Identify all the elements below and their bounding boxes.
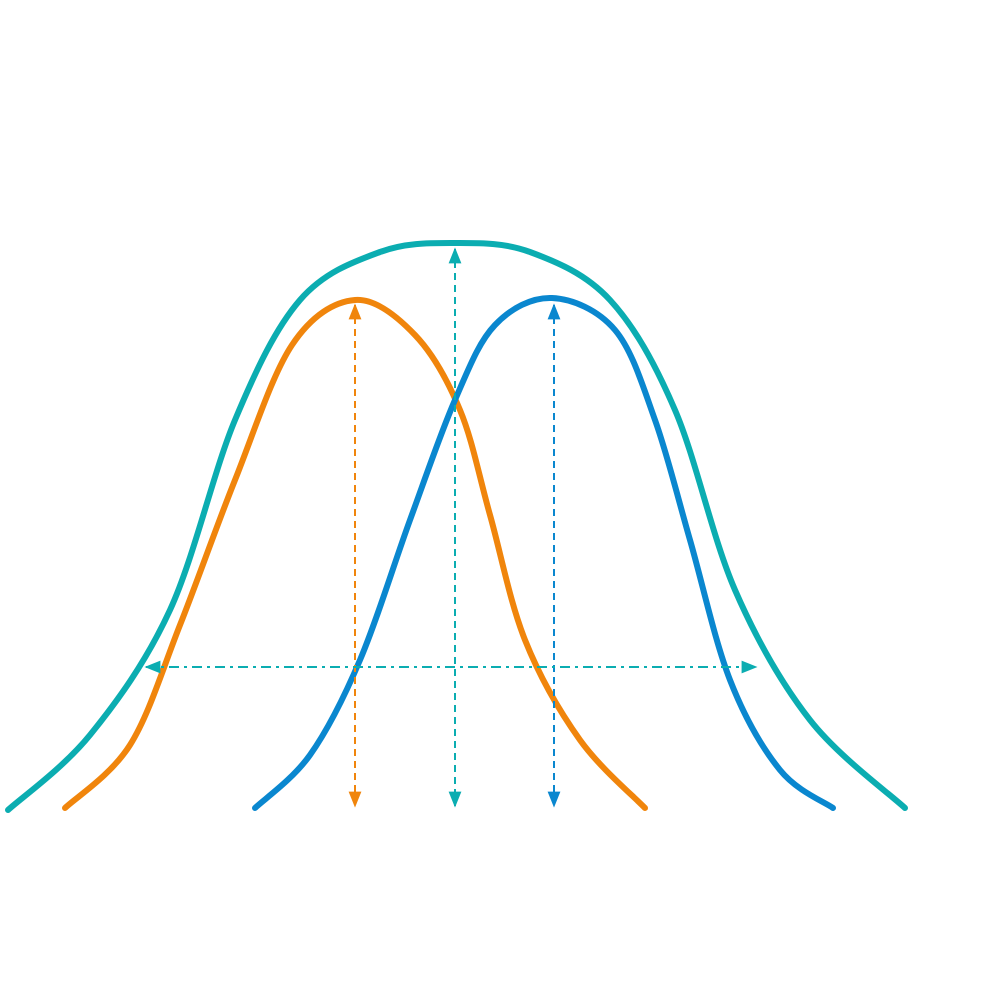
right-distribution-curve — [252, 294, 836, 811]
left-distribution-curve — [62, 296, 648, 811]
combined-distribution-curve — [5, 239, 908, 813]
